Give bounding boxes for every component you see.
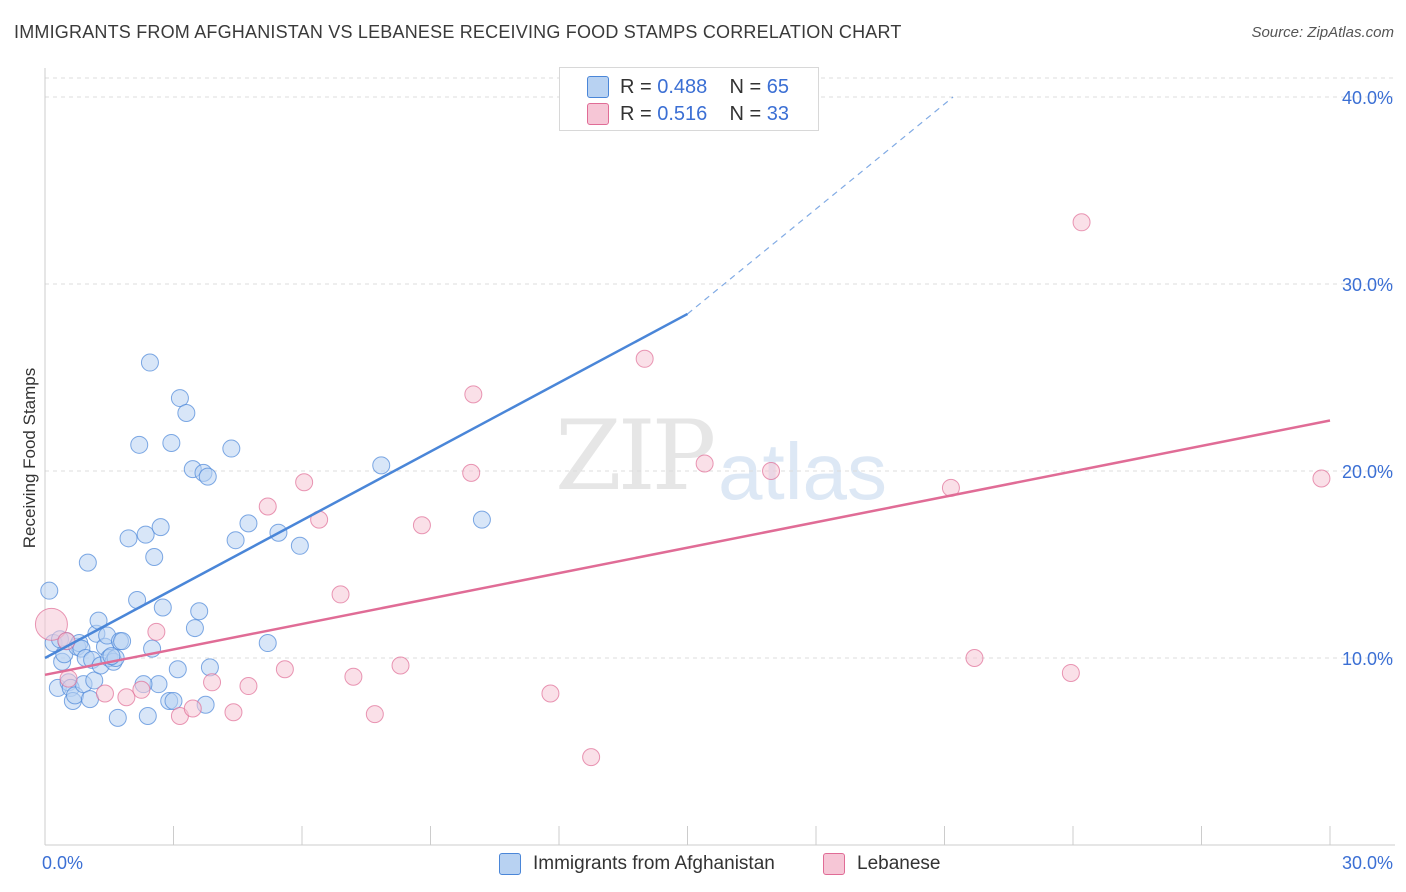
lebanese-point [95, 684, 114, 703]
legend-n-value: 65 [766, 75, 790, 98]
lebanese-point [258, 497, 277, 516]
bottom-legend-label-lebanese: Lebanese [857, 853, 941, 874]
afghanistan-point [151, 518, 170, 537]
y-tick-label: 20.0% [1342, 462, 1393, 482]
afghanistan-point [153, 598, 172, 617]
lebanese-point [344, 667, 363, 686]
afghanistan-point [140, 353, 159, 372]
afghanistan-point [40, 581, 59, 600]
afghanistan-point [108, 708, 127, 727]
afghanistan-point [177, 404, 196, 423]
bottom-legend-swatch-blue [499, 853, 521, 875]
legend-r-value: 0.516 [657, 102, 708, 125]
lebanese-point [203, 673, 222, 692]
lebanese-point [582, 748, 601, 767]
afghanistan-point [472, 510, 491, 529]
lebanese-point [365, 705, 384, 724]
lebanese-point [239, 677, 258, 696]
y-tick-label: 10.0% [1342, 649, 1393, 669]
lebanese-point [412, 516, 431, 535]
afghanistan-point [170, 389, 189, 408]
bottom-legend-afghanistan: Immigrants from Afghanistan [499, 852, 775, 876]
afghanistan-point [136, 525, 155, 544]
afghanistan-point [239, 514, 258, 533]
x-tick-label: 30.0% [1342, 853, 1393, 873]
afghanistan-point [222, 439, 241, 458]
lebanese-point [1312, 469, 1331, 488]
afghanistan-point [185, 619, 204, 638]
afghanistan-point [130, 435, 149, 454]
afghanistan-point [119, 529, 138, 548]
lebanese-point [117, 688, 136, 707]
y-tick-label: 40.0% [1342, 88, 1393, 108]
bottom-legend-swatch-pink [823, 853, 845, 875]
lebanese-point [464, 385, 483, 404]
lebanese-point [695, 454, 714, 473]
afghanistan-point [80, 690, 99, 709]
afghanistan-point [290, 536, 309, 555]
afghanistan-point [78, 553, 97, 572]
lebanese-point [275, 660, 294, 679]
legend-r-label: R = [620, 75, 652, 98]
y-tick-label: 30.0% [1342, 275, 1393, 295]
lebanese-point [132, 680, 151, 699]
afghanistan-point [226, 531, 245, 550]
legend-n-label: N = [729, 75, 762, 98]
afghanistan-point [149, 675, 168, 694]
lebanese-trendline [44, 419, 1331, 677]
lebanese-point [635, 349, 654, 368]
lebanese-point [331, 585, 350, 604]
lebanese-point [147, 622, 166, 641]
watermark-zip: ZIP [555, 400, 716, 512]
lebanese-point [224, 703, 243, 722]
afghanistan-point [162, 433, 181, 452]
chart-title: IMMIGRANTS FROM AFGHANISTAN VS LEBANESE … [14, 22, 902, 42]
legend-n-value: 33 [766, 102, 790, 125]
afghanistan-point [164, 692, 183, 711]
afghanistan-point [190, 602, 209, 621]
lebanese-point [762, 462, 781, 480]
lebanese-point [1061, 663, 1080, 682]
correlation-legend: R = 0.488 N = 65 R = 0.516 N = 33 [559, 67, 819, 131]
afghanistan-point [200, 658, 219, 677]
lebanese-point [462, 463, 481, 482]
lebanese-point [34, 607, 68, 641]
legend-r-label: R = [620, 102, 652, 125]
afghanistan-trendline [44, 312, 689, 660]
legend-n-label: N = [729, 102, 762, 125]
lebanese-point [1072, 213, 1091, 232]
legend-swatch-pink [587, 103, 609, 125]
afghanistan-point [145, 548, 164, 567]
afghanistan-point [372, 456, 391, 475]
legend-r-value: 0.488 [657, 75, 708, 98]
legend-swatch-blue [587, 76, 609, 98]
chart-source: Source: ZipAtlas.com [1251, 24, 1394, 41]
lebanese-point [965, 649, 984, 667]
lebanese-point [59, 669, 78, 688]
afghanistan-point [258, 634, 277, 653]
afghanistan-point [198, 467, 217, 486]
afghanistan-point [113, 632, 132, 651]
bottom-legend-lebanese: Lebanese [823, 852, 940, 876]
afghanistan-trendline-extension [687, 96, 954, 315]
afghanistan-point [85, 671, 104, 690]
afghanistan-point [168, 660, 187, 679]
bottom-legend-label-afghanistan: Immigrants from Afghanistan [533, 853, 775, 874]
afghanistan-point [138, 706, 157, 725]
lebanese-point [541, 684, 560, 703]
lebanese-point [183, 699, 202, 718]
lebanese-point [295, 473, 314, 492]
lebanese-point [391, 656, 410, 675]
watermark-atlas: atlas [718, 427, 887, 516]
x-tick-label: 0.0% [42, 853, 83, 873]
